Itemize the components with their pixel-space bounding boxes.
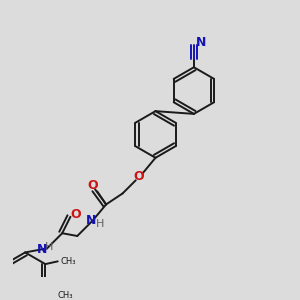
Text: O: O	[70, 208, 81, 220]
Text: CH₃: CH₃	[57, 291, 73, 300]
Text: H: H	[96, 219, 104, 229]
Text: N: N	[86, 214, 96, 226]
Text: CH₃: CH₃	[60, 257, 76, 266]
Text: N: N	[36, 243, 47, 256]
Text: H: H	[45, 242, 53, 252]
Text: O: O	[134, 170, 144, 184]
Text: O: O	[87, 179, 98, 192]
Text: N: N	[196, 35, 206, 49]
